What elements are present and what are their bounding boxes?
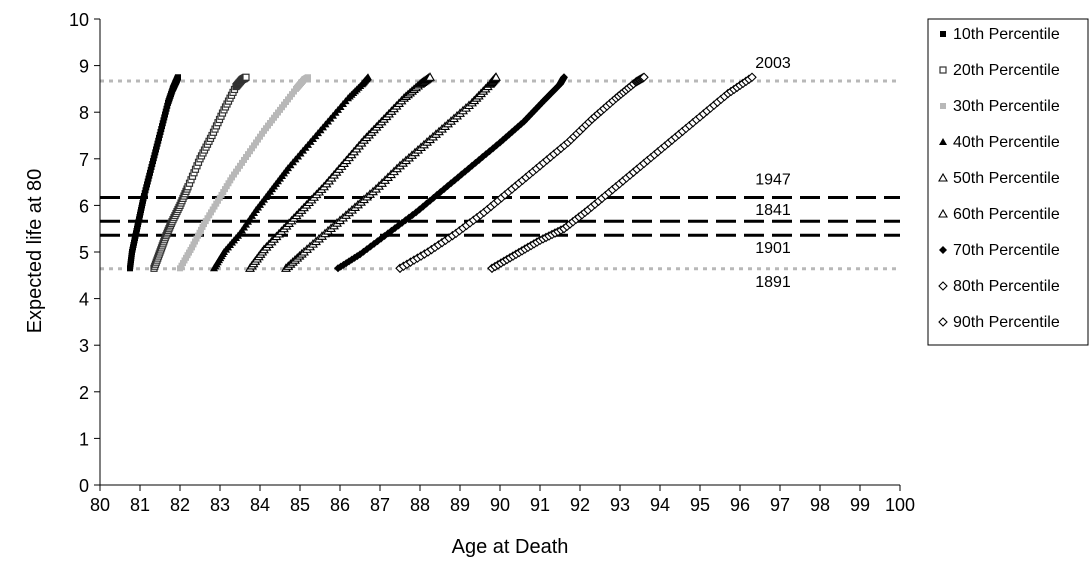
y-tick-label: 5 (79, 243, 89, 263)
y-tick-label: 10 (69, 10, 89, 30)
reference-label-bg (749, 239, 797, 258)
legend-marker (938, 281, 948, 291)
legend-label: 10th Percentile (953, 26, 1060, 43)
data-point (353, 252, 362, 261)
x-tick-label: 91 (530, 495, 550, 515)
y-tick-label: 0 (79, 476, 89, 496)
series-4 (210, 73, 372, 272)
y-tick-label: 6 (79, 196, 89, 216)
series-8 (395, 72, 649, 274)
legend-marker (938, 172, 948, 182)
x-tick-label: 93 (610, 495, 630, 515)
y-tick-label: 8 (79, 103, 89, 123)
data-point (560, 73, 568, 82)
legend-marker (938, 208, 948, 218)
data-point (242, 73, 250, 81)
y-tick-label: 4 (79, 290, 89, 310)
data-point (350, 253, 359, 262)
x-tick-label: 87 (370, 495, 390, 515)
y-tick-label: 3 (79, 336, 89, 356)
x-tick-label: 99 (850, 495, 870, 515)
y-tick-label: 7 (79, 150, 89, 170)
x-tick-label: 90 (490, 495, 510, 515)
series-7 (334, 73, 568, 273)
legend: 10th Percentile 20th Percentile 30th Perce… (927, 18, 1089, 346)
y-axis-title: Expected life at 80 (24, 169, 46, 334)
series-6 (281, 72, 501, 272)
legend-label: 50th Percentile (953, 170, 1060, 187)
reference-label-bg (749, 53, 797, 72)
data-point (364, 73, 372, 81)
reference-label-bg (749, 272, 797, 291)
series-3 (177, 74, 311, 272)
y-tick-label: 1 (79, 429, 89, 449)
legend-label: 70th Percentile (953, 242, 1060, 259)
legend-label: 60th Percentile (953, 206, 1060, 223)
x-tick-label: 100 (885, 495, 915, 515)
reference-label-1901: 1901 (755, 240, 791, 257)
legend-label: 30th Percentile (953, 98, 1060, 115)
series-points (127, 72, 757, 274)
x-tick-label: 97 (770, 495, 790, 515)
y-tick-label: 9 (79, 57, 89, 77)
data-point (747, 72, 757, 83)
reference-label-1841: 1841 (755, 202, 791, 219)
legend-marker (939, 138, 947, 145)
legend-marker (938, 317, 948, 327)
series-1 (127, 74, 181, 272)
data-point (175, 74, 181, 81)
legend-marker (940, 31, 946, 37)
x-tick-label: 88 (410, 495, 430, 515)
x-axis-title: Age at Death (452, 536, 569, 558)
x-tick-label: 95 (690, 495, 710, 515)
x-tick-label: 81 (130, 495, 150, 515)
legend-label: 80th Percentile (953, 278, 1060, 295)
data-point (305, 74, 311, 81)
reference-label-1891: 1891 (755, 274, 791, 291)
legend-marker (939, 246, 947, 254)
x-tick-label: 84 (250, 495, 270, 515)
x-tick-label: 83 (210, 495, 230, 515)
series-5 (245, 72, 435, 272)
reference-label-bg (749, 201, 797, 220)
legend-label: 20th Percentile (953, 62, 1060, 79)
x-tick-label: 92 (570, 495, 590, 515)
reference-label-2003: 2003 (755, 55, 791, 72)
data-point (491, 72, 501, 81)
legend-label: 90th Percentile (953, 314, 1060, 331)
x-tick-label: 94 (650, 495, 670, 515)
data-point (425, 72, 435, 81)
legend-marker (939, 66, 947, 74)
series-9 (487, 72, 757, 274)
reference-label-1947: 1947 (755, 171, 791, 188)
legend-box (927, 18, 1089, 346)
x-tick-label: 82 (170, 495, 190, 515)
x-tick-label: 89 (450, 495, 470, 515)
x-tick-label: 98 (810, 495, 830, 515)
reference-label-bg (749, 170, 797, 189)
series-2 (150, 73, 250, 272)
x-tick-label: 86 (330, 495, 350, 515)
x-tick-label: 80 (90, 495, 110, 515)
x-tick-label: 85 (290, 495, 310, 515)
data-point (639, 72, 649, 83)
legend-label: 40th Percentile (953, 134, 1060, 151)
y-tick-label: 2 (79, 383, 89, 403)
legend-marker (940, 103, 946, 109)
x-tick-label: 96 (730, 495, 750, 515)
